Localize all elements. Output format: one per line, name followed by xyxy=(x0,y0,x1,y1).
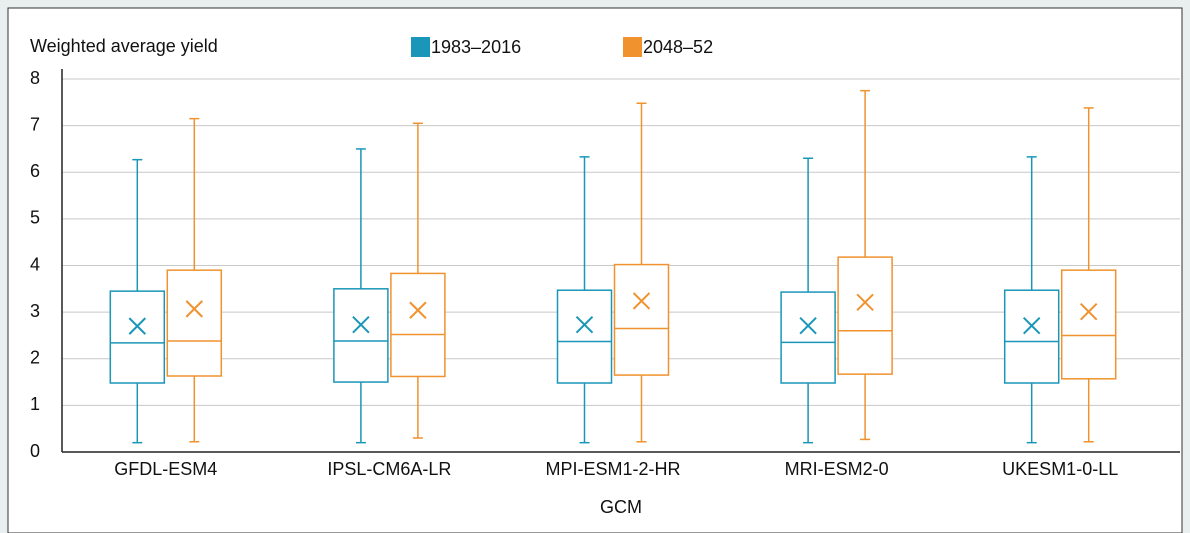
box xyxy=(390,272,446,378)
mean-marker xyxy=(1079,302,1098,321)
mean-marker xyxy=(1022,316,1041,335)
mean-marker xyxy=(575,316,594,334)
mean-marker xyxy=(352,316,370,334)
x-tick-label: GFDL-ESM4 xyxy=(114,459,217,479)
y-tick-label: 8 xyxy=(30,68,40,88)
mean-marker xyxy=(632,292,651,310)
legend-label: 1983–2016 xyxy=(431,37,521,57)
x-tick-label: MRI-ESM2-0 xyxy=(785,459,889,479)
mean-marker xyxy=(185,300,204,318)
y-tick-label: 1 xyxy=(30,394,40,414)
y-tick-label: 6 xyxy=(30,161,40,181)
x-tick-label: MPI-ESM1-2-HR xyxy=(545,459,680,479)
legend-swatch xyxy=(411,37,430,57)
box xyxy=(166,269,223,377)
y-tick-label: 7 xyxy=(30,114,40,134)
x-tick-label: UKESM1-0-LL xyxy=(1002,459,1118,479)
mean-marker xyxy=(128,317,147,335)
mean-marker xyxy=(799,316,817,335)
x-tick-label: IPSL-CM6A-LR xyxy=(327,459,451,479)
box xyxy=(109,290,166,384)
y-tick-label: 3 xyxy=(30,301,40,321)
box xyxy=(837,256,893,375)
y-tick-label: 0 xyxy=(30,441,40,461)
legend-swatch xyxy=(623,37,642,57)
y-tick-label: 5 xyxy=(30,208,40,228)
x-axis-label: GCM xyxy=(600,497,642,517)
legend-label: 2048–52 xyxy=(643,37,713,57)
box xyxy=(1060,269,1117,380)
box xyxy=(780,291,836,384)
y-tick-label: 4 xyxy=(30,254,40,274)
y-tick-label: 2 xyxy=(30,348,40,368)
mean-marker xyxy=(409,301,427,319)
box xyxy=(333,288,389,383)
box xyxy=(1003,289,1060,384)
mean-marker xyxy=(856,293,874,312)
box xyxy=(613,263,670,376)
y-axis-label: Weighted average yield xyxy=(30,36,218,56)
box xyxy=(556,289,613,384)
